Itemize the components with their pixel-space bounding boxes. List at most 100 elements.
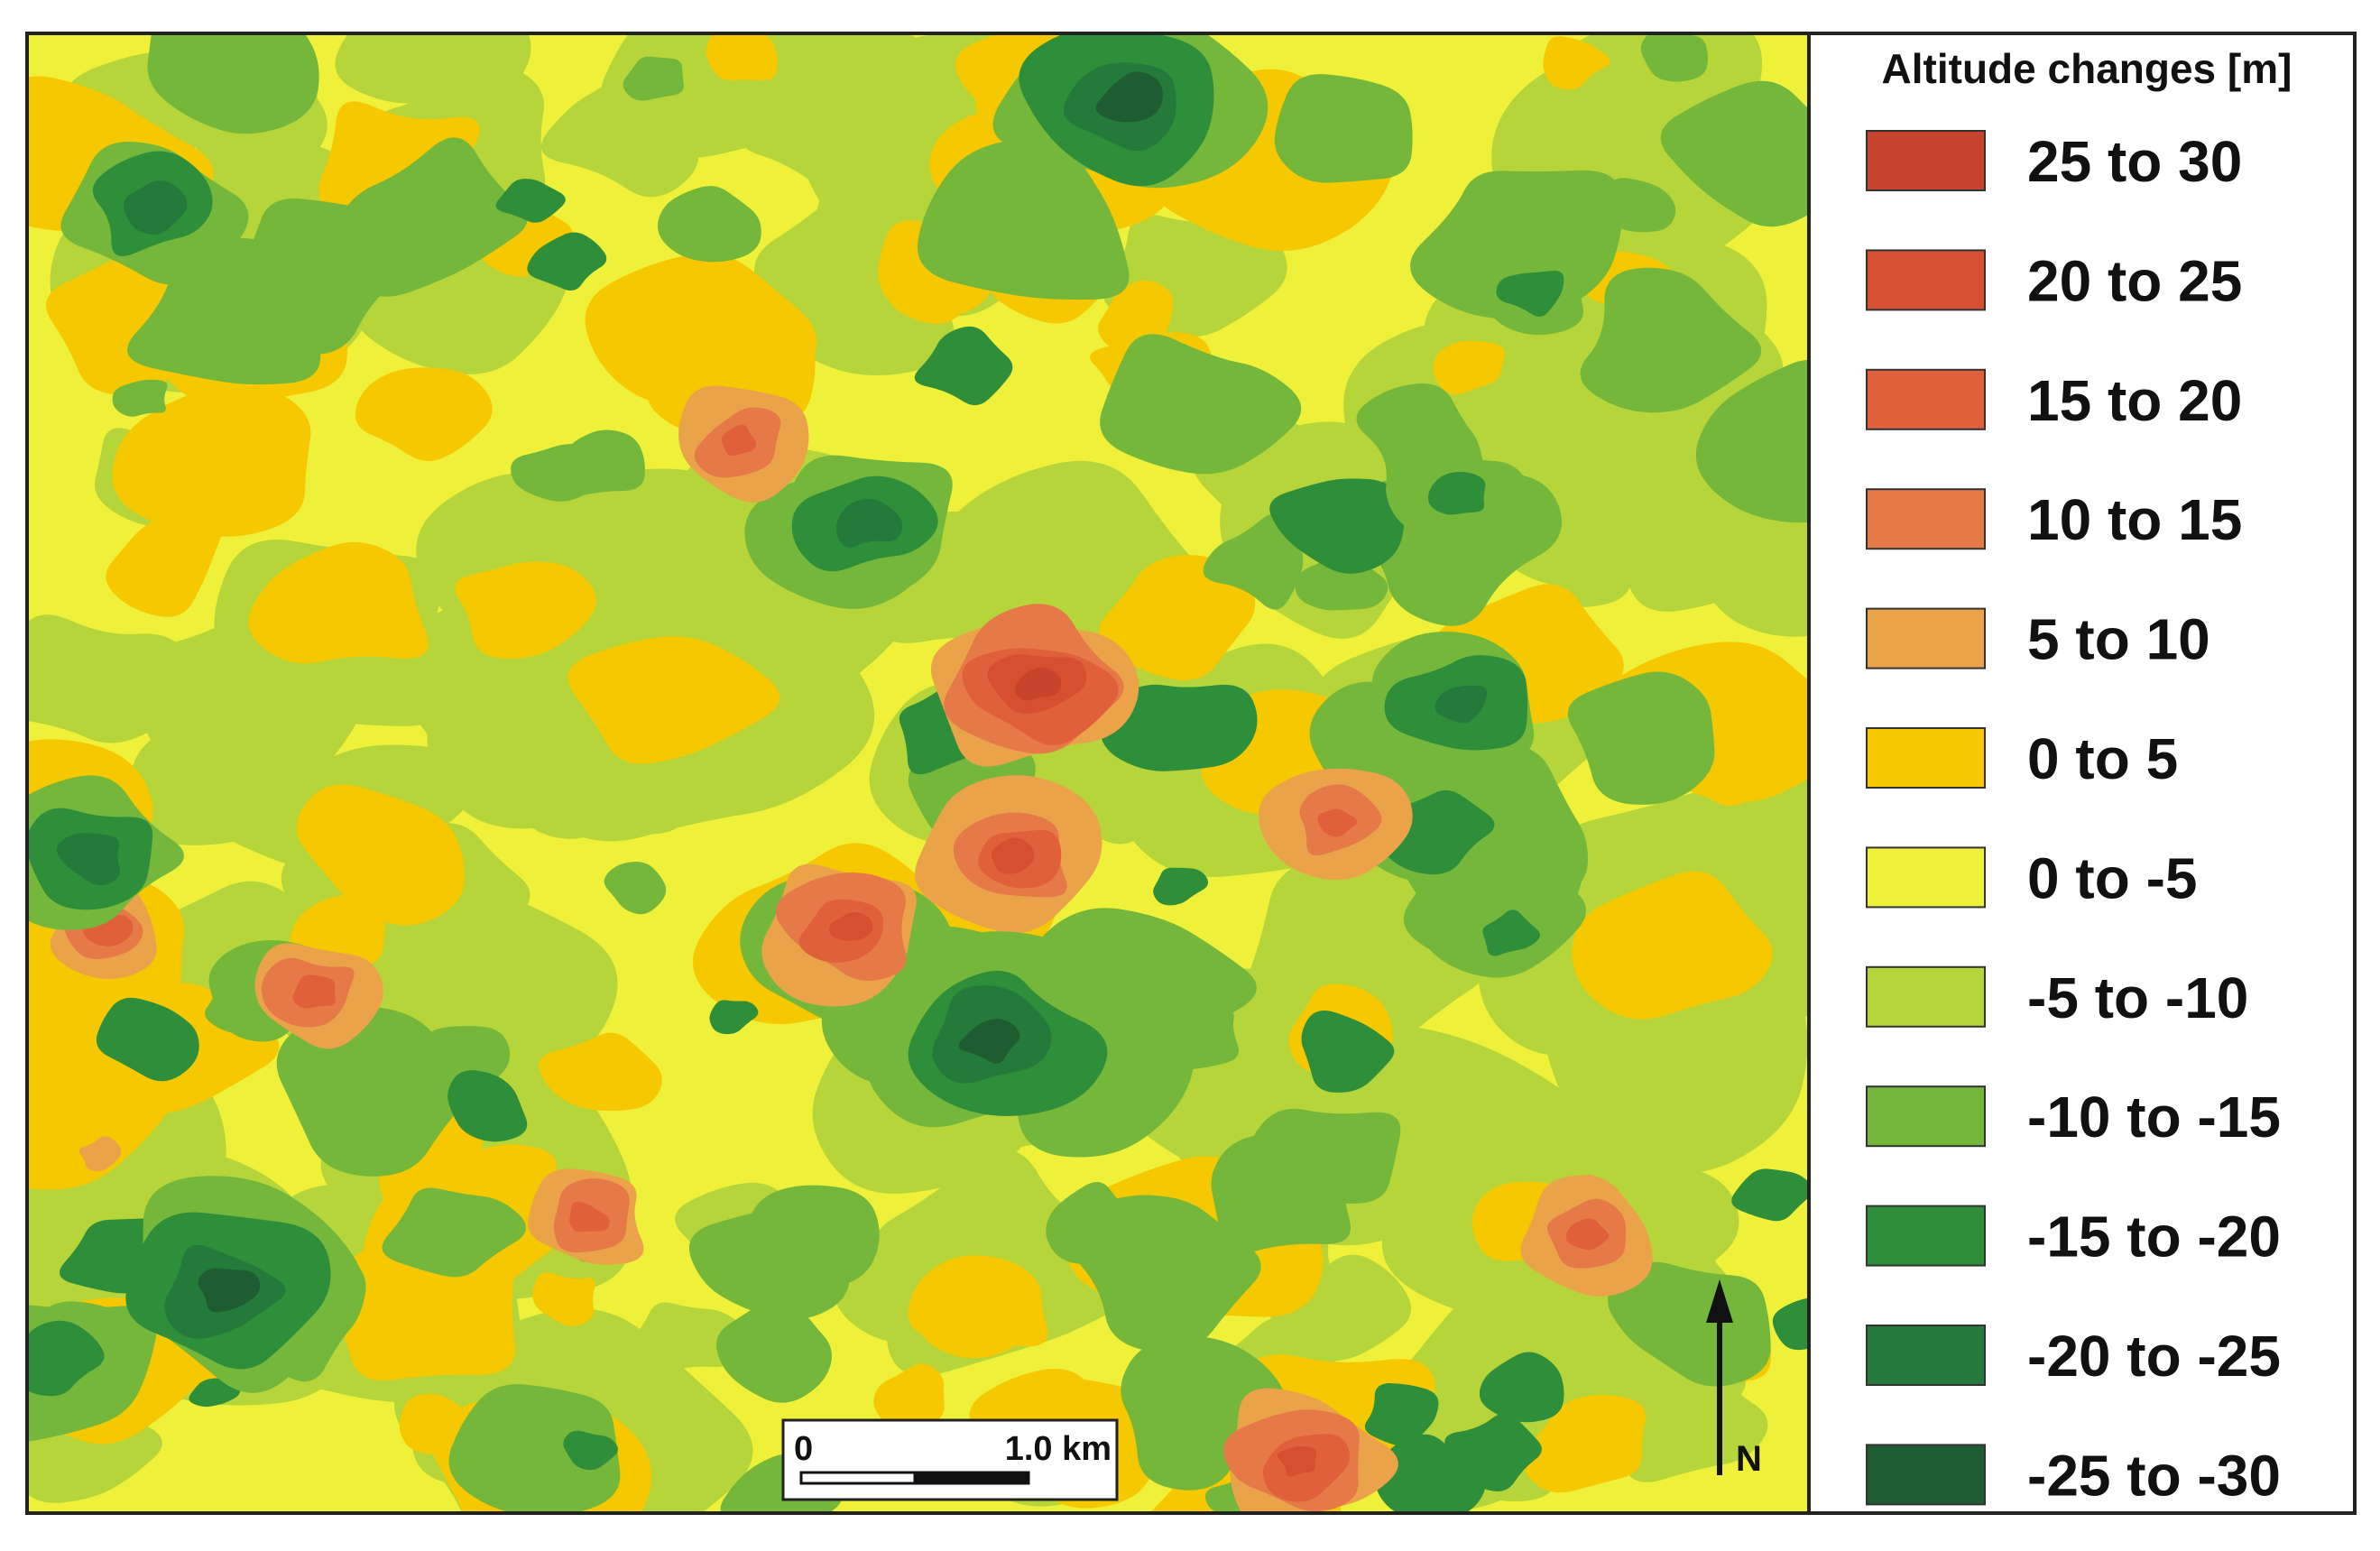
legend-label: -15 to -20 [2027,1205,2281,1269]
legend-label: -25 to -30 [2027,1443,2281,1508]
terrain-patch [511,444,613,502]
scale-end: 1.0 km [1005,1430,1112,1468]
terrain-patch [96,997,199,1082]
terrain-patch [1572,871,1773,1020]
terrain-patch [131,717,291,845]
terrain-patch [455,561,597,660]
terrain-patch [1660,80,1809,227]
terrain-patch [198,1268,261,1313]
terrain-patch [1100,334,1302,475]
terrain-map [27,33,1809,1513]
scale-segment [799,1471,917,1485]
terrain-patch [873,1363,945,1431]
frame [25,32,2357,1515]
terrain-patch [627,1302,749,1372]
terrain-patch [721,424,757,457]
legend-swatch [1866,249,1986,311]
terrain-patch [477,1450,538,1498]
terrain-patch [1274,74,1413,183]
legend-swatch [1866,368,1986,430]
legend-swatch [1866,607,1986,669]
terrain-patch [56,833,121,886]
terrain-patch [1496,270,1564,317]
terrain-patch [1731,1168,1809,1222]
legend-label: -10 to -15 [2027,1085,2281,1149]
terrain-patch [1095,71,1163,123]
legend-swatch [1866,1444,1986,1506]
terrain-patch [447,1070,528,1142]
terrain-patch [78,1136,122,1172]
legend: 25 to 30 20 to 25 15 to 20 10 to 15 5 to 10 0… [1866,129,2281,1508]
legend-swatch [1866,130,1986,191]
terrain-patch [1479,1352,1564,1423]
terrain-patch [124,180,188,235]
terrain-patch [1401,744,1588,919]
terrain-patch [1482,909,1541,956]
terrain-patch [1269,478,1405,574]
terrain-patch [1772,1297,1809,1351]
terrain-patch [828,911,873,941]
terrain-patch [1543,36,1610,90]
terrain-patch [382,1187,526,1278]
terrain-patch [1607,1261,1771,1387]
terrain-patch [495,179,566,223]
legend-swatch [1866,1085,1986,1148]
terrain-patch [147,33,319,134]
terrain-patch [917,139,1130,300]
terrain-patch [567,636,780,764]
terrain-patch [1375,1434,1486,1513]
terrain-patch [1640,33,1708,82]
terrain-patch [1522,1394,1647,1493]
legend-swatch [1866,1325,1986,1386]
scale-segment [913,1471,1030,1485]
terrain-patch [1567,671,1715,805]
legend-swatch [1866,965,1986,1028]
terrain-patch [1532,71,1687,193]
terrain-patch [1364,1383,1439,1446]
terrain-patch [1099,554,1256,680]
north-arrow: N [1706,1279,1762,1479]
terrain-patch [623,56,684,101]
legend-label: 5 to 10 [2027,607,2210,672]
terrain-patch [532,1272,595,1326]
terrain-patch [1434,685,1488,724]
terrain-patch [292,974,336,1009]
terrain-patch [1014,668,1062,701]
legend-label: 10 to 15 [2027,487,2242,552]
legend-swatch [1866,488,1986,550]
terrain-patch [569,1201,610,1232]
terrain-patch [1100,684,1258,771]
legend-swatch [1866,846,1986,909]
terrain-patch [112,383,311,537]
legend-label: 15 to 20 [2027,368,2242,433]
terrain-patch [604,862,667,915]
terrain-patch [189,1378,241,1408]
terrain-patch [248,541,429,664]
terrain-patch [1301,1010,1395,1093]
legend-title: Altitude changes [m] [1882,45,2292,92]
legend-swatch [1866,1205,1986,1267]
north-label: N [1736,1439,1762,1479]
scale-start: 0 [794,1430,813,1468]
terrain-patch [1248,1108,1401,1205]
terrain-patch [383,583,655,781]
terrain-patch [539,1032,662,1112]
terrain-patch [1427,472,1486,515]
terrain-patch [731,1185,880,1289]
terrain-patch [958,1019,1020,1064]
terrain-patch [1565,1218,1610,1251]
terrain-patch [1695,359,1809,523]
terrain-patch [1121,1336,1287,1491]
arrow-head [1706,1279,1733,1323]
legend-swatch [1866,727,1986,789]
terrain-patch [399,1393,474,1454]
terrain-patch [914,326,1013,406]
terrain-patch [709,1000,759,1035]
legend-label: -20 to -25 [2027,1324,2281,1389]
scale-bar: 0 1.0 km [781,1418,1119,1501]
terrain-patch [706,33,779,80]
terrain-patch [1153,867,1209,906]
terrain-patch [27,1320,105,1397]
terrain-patch [1684,489,1809,637]
